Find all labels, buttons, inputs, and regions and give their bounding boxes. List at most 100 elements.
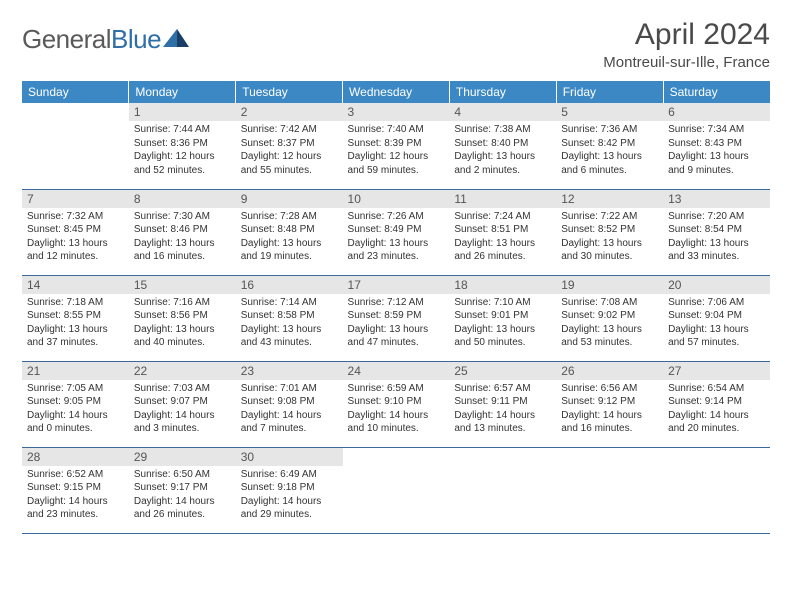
day-details: Sunrise: 7:12 AMSunset: 8:59 PMDaylight:… [343,294,450,354]
day-number: 15 [129,276,236,294]
day-number: 17 [343,276,450,294]
weekday-header: Thursday [449,81,556,103]
day-number: 21 [22,362,129,380]
brand-name-part2: Blue [111,24,161,54]
calendar-cell: 8Sunrise: 7:30 AMSunset: 8:46 PMDaylight… [129,189,236,275]
day-number: 24 [343,362,450,380]
calendar-cell: 12Sunrise: 7:22 AMSunset: 8:52 PMDayligh… [556,189,663,275]
calendar-cell: 13Sunrise: 7:20 AMSunset: 8:54 PMDayligh… [663,189,770,275]
calendar-cell [663,447,770,533]
calendar-row: 28Sunrise: 6:52 AMSunset: 9:15 PMDayligh… [22,447,770,533]
calendar-cell: 19Sunrise: 7:08 AMSunset: 9:02 PMDayligh… [556,275,663,361]
calendar-row: 14Sunrise: 7:18 AMSunset: 8:55 PMDayligh… [22,275,770,361]
calendar-cell: 5Sunrise: 7:36 AMSunset: 8:42 PMDaylight… [556,103,663,189]
day-details: Sunrise: 7:01 AMSunset: 9:08 PMDaylight:… [236,380,343,440]
brand-triangle-icon [163,29,189,52]
header: GeneralBlue April 2024 Montreuil-sur-Ill… [22,18,770,71]
calendar-cell: 10Sunrise: 7:26 AMSunset: 8:49 PMDayligh… [343,189,450,275]
day-details: Sunrise: 7:30 AMSunset: 8:46 PMDaylight:… [129,208,236,268]
calendar-cell: 9Sunrise: 7:28 AMSunset: 8:48 PMDaylight… [236,189,343,275]
day-number: 16 [236,276,343,294]
weekday-header: Tuesday [236,81,343,103]
day-details: Sunrise: 6:59 AMSunset: 9:10 PMDaylight:… [343,380,450,440]
day-details: Sunrise: 6:57 AMSunset: 9:11 PMDaylight:… [449,380,556,440]
day-details: Sunrise: 6:49 AMSunset: 9:18 PMDaylight:… [236,466,343,526]
day-details: Sunrise: 7:16 AMSunset: 8:56 PMDaylight:… [129,294,236,354]
day-details: Sunrise: 7:42 AMSunset: 8:37 PMDaylight:… [236,121,343,181]
brand-name: GeneralBlue [22,24,161,55]
day-number: 29 [129,448,236,466]
brand-name-part1: General [22,24,111,54]
day-number: 4 [449,103,556,121]
day-number: 11 [449,190,556,208]
calendar-cell: 14Sunrise: 7:18 AMSunset: 8:55 PMDayligh… [22,275,129,361]
calendar-page: GeneralBlue April 2024 Montreuil-sur-Ill… [0,0,792,552]
day-details: Sunrise: 7:06 AMSunset: 9:04 PMDaylight:… [663,294,770,354]
calendar-cell: 20Sunrise: 7:06 AMSunset: 9:04 PMDayligh… [663,275,770,361]
day-number: 5 [556,103,663,121]
day-number: 22 [129,362,236,380]
day-number: 30 [236,448,343,466]
day-number: 27 [663,362,770,380]
day-details: Sunrise: 6:54 AMSunset: 9:14 PMDaylight:… [663,380,770,440]
weekday-header: Sunday [22,81,129,103]
day-number: 2 [236,103,343,121]
calendar-cell: 4Sunrise: 7:38 AMSunset: 8:40 PMDaylight… [449,103,556,189]
calendar-cell: 25Sunrise: 6:57 AMSunset: 9:11 PMDayligh… [449,361,556,447]
brand-logo: GeneralBlue [22,24,189,55]
day-details: Sunrise: 7:44 AMSunset: 8:36 PMDaylight:… [129,121,236,181]
day-details: Sunrise: 6:56 AMSunset: 9:12 PMDaylight:… [556,380,663,440]
calendar-cell: 28Sunrise: 6:52 AMSunset: 9:15 PMDayligh… [22,447,129,533]
day-details: Sunrise: 7:10 AMSunset: 9:01 PMDaylight:… [449,294,556,354]
calendar-cell: 6Sunrise: 7:34 AMSunset: 8:43 PMDaylight… [663,103,770,189]
calendar-cell [22,103,129,189]
day-number: 7 [22,190,129,208]
calendar-cell: 24Sunrise: 6:59 AMSunset: 9:10 PMDayligh… [343,361,450,447]
calendar-row: 1Sunrise: 7:44 AMSunset: 8:36 PMDaylight… [22,103,770,189]
day-details: Sunrise: 7:28 AMSunset: 8:48 PMDaylight:… [236,208,343,268]
day-number: 12 [556,190,663,208]
calendar-cell: 30Sunrise: 6:49 AMSunset: 9:18 PMDayligh… [236,447,343,533]
day-number: 3 [343,103,450,121]
day-number: 1 [129,103,236,121]
weekday-header: Saturday [663,81,770,103]
calendar-cell: 11Sunrise: 7:24 AMSunset: 8:51 PMDayligh… [449,189,556,275]
day-number: 25 [449,362,556,380]
title-block: April 2024 Montreuil-sur-Ille, France [603,18,770,71]
weekday-header: Wednesday [343,81,450,103]
day-details: Sunrise: 7:08 AMSunset: 9:02 PMDaylight:… [556,294,663,354]
day-number: 19 [556,276,663,294]
calendar-cell: 15Sunrise: 7:16 AMSunset: 8:56 PMDayligh… [129,275,236,361]
day-number: 28 [22,448,129,466]
day-number: 26 [556,362,663,380]
calendar-body: 1Sunrise: 7:44 AMSunset: 8:36 PMDaylight… [22,103,770,533]
calendar-table: SundayMondayTuesdayWednesdayThursdayFrid… [22,81,770,534]
weekday-header: Monday [129,81,236,103]
day-details: Sunrise: 6:50 AMSunset: 9:17 PMDaylight:… [129,466,236,526]
day-number: 9 [236,190,343,208]
day-number: 8 [129,190,236,208]
calendar-row: 21Sunrise: 7:05 AMSunset: 9:05 PMDayligh… [22,361,770,447]
day-details: Sunrise: 7:03 AMSunset: 9:07 PMDaylight:… [129,380,236,440]
calendar-header-row: SundayMondayTuesdayWednesdayThursdayFrid… [22,81,770,103]
day-details: Sunrise: 7:38 AMSunset: 8:40 PMDaylight:… [449,121,556,181]
day-number: 20 [663,276,770,294]
calendar-cell: 27Sunrise: 6:54 AMSunset: 9:14 PMDayligh… [663,361,770,447]
calendar-cell: 3Sunrise: 7:40 AMSunset: 8:39 PMDaylight… [343,103,450,189]
calendar-row: 7Sunrise: 7:32 AMSunset: 8:45 PMDaylight… [22,189,770,275]
calendar-cell: 21Sunrise: 7:05 AMSunset: 9:05 PMDayligh… [22,361,129,447]
calendar-cell: 26Sunrise: 6:56 AMSunset: 9:12 PMDayligh… [556,361,663,447]
day-details: Sunrise: 7:18 AMSunset: 8:55 PMDaylight:… [22,294,129,354]
day-number: 18 [449,276,556,294]
calendar-cell: 1Sunrise: 7:44 AMSunset: 8:36 PMDaylight… [129,103,236,189]
calendar-cell: 17Sunrise: 7:12 AMSunset: 8:59 PMDayligh… [343,275,450,361]
calendar-cell: 16Sunrise: 7:14 AMSunset: 8:58 PMDayligh… [236,275,343,361]
calendar-cell: 7Sunrise: 7:32 AMSunset: 8:45 PMDaylight… [22,189,129,275]
day-number: 6 [663,103,770,121]
day-details: Sunrise: 7:32 AMSunset: 8:45 PMDaylight:… [22,208,129,268]
day-details: Sunrise: 7:24 AMSunset: 8:51 PMDaylight:… [449,208,556,268]
day-details: Sunrise: 7:40 AMSunset: 8:39 PMDaylight:… [343,121,450,181]
day-number: 14 [22,276,129,294]
day-details: Sunrise: 7:34 AMSunset: 8:43 PMDaylight:… [663,121,770,181]
day-number: 10 [343,190,450,208]
